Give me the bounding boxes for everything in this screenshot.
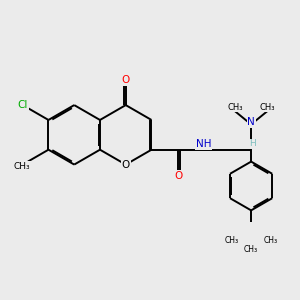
Text: CH₃: CH₃ [244, 244, 258, 253]
Text: CH₃: CH₃ [260, 103, 275, 112]
Text: CH₃: CH₃ [14, 162, 31, 171]
Text: O: O [122, 160, 130, 170]
Text: CH₃: CH₃ [227, 103, 242, 112]
Text: N: N [247, 117, 255, 127]
Text: Cl: Cl [17, 100, 28, 110]
Text: NH: NH [196, 139, 211, 149]
Text: CH₃: CH₃ [225, 236, 239, 244]
Text: O: O [174, 171, 182, 181]
Text: H: H [249, 139, 256, 148]
Text: O: O [122, 75, 130, 85]
Text: CH₃: CH₃ [263, 236, 278, 244]
